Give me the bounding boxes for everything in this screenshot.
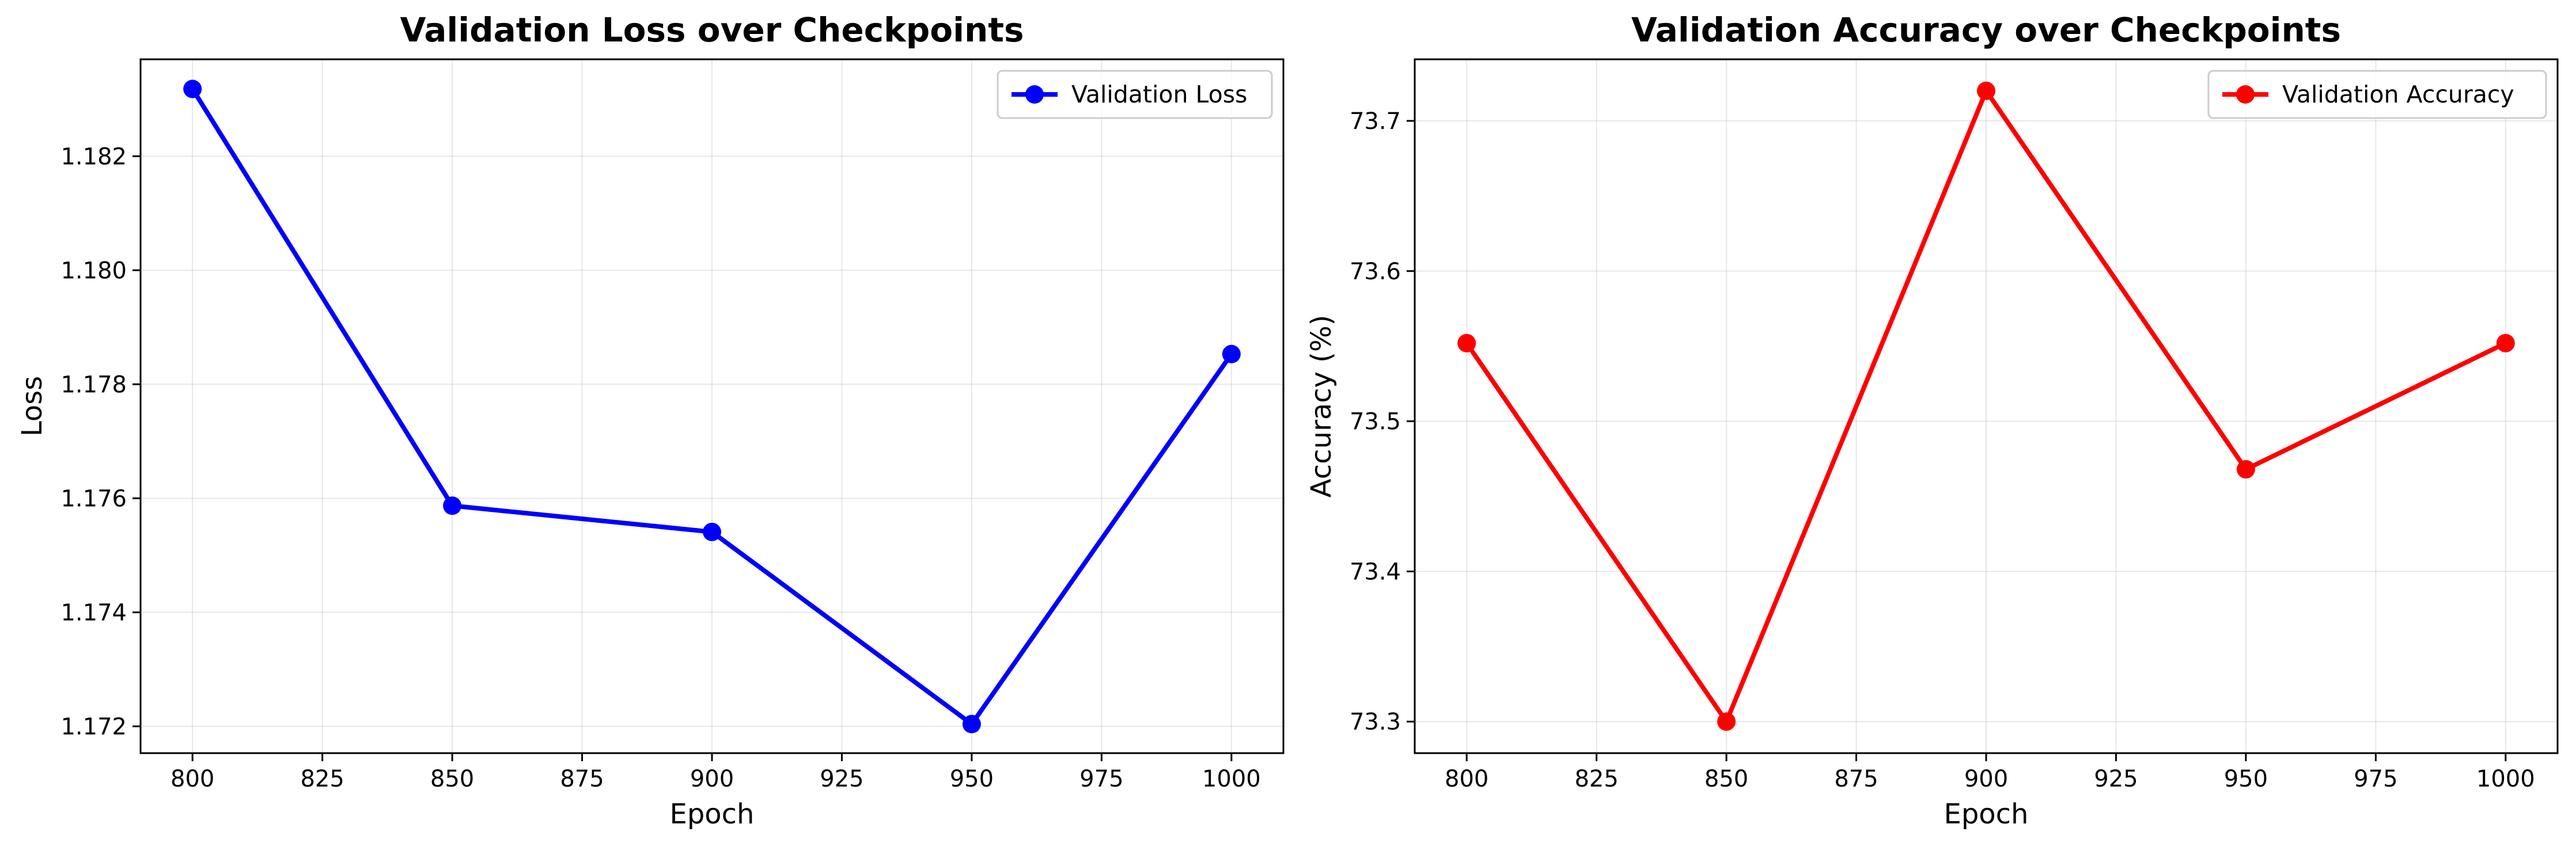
accuracy-chart: 800 825 850 875 900 925 950 975 1000 73.3 73.4 73.5… bbox=[1305, 10, 2559, 830]
accuracy-data-point bbox=[2236, 460, 2255, 479]
loss-legend-label: Validation Loss bbox=[1071, 81, 1247, 108]
accuracy-chart-title: Validation Accuracy over Checkpoints bbox=[1631, 10, 2341, 50]
loss-x-tick-label: 1000 bbox=[1202, 766, 1261, 792]
loss-y-tick-label: 1.174 bbox=[60, 599, 127, 626]
loss-x-axis-label: Epoch bbox=[670, 798, 755, 830]
accuracy-x-tick-label: 850 bbox=[1704, 766, 1748, 792]
accuracy-x-tick-label: 975 bbox=[2354, 766, 2397, 792]
accuracy-data-point bbox=[2496, 333, 2515, 352]
accuracy-legend-label: Validation Accuracy bbox=[2282, 81, 2514, 108]
accuracy-x-tick-label: 900 bbox=[1964, 766, 2008, 792]
loss-axes-frame bbox=[139, 58, 1285, 754]
loss-y-tick-label: 1.176 bbox=[60, 485, 127, 512]
loss-data-point bbox=[183, 79, 202, 98]
loss-x-tick-label: 850 bbox=[430, 766, 474, 792]
accuracy-axes-frame bbox=[1414, 58, 2559, 754]
accuracy-x-tick-label: 950 bbox=[2224, 766, 2268, 792]
accuracy-data-point bbox=[1457, 333, 1476, 352]
loss-x-tick-label: 875 bbox=[560, 766, 604, 792]
loss-data-point bbox=[443, 496, 462, 515]
accuracy-y-tick-label: 73.7 bbox=[1350, 108, 1401, 135]
accuracy-y-tick-label: 73.5 bbox=[1350, 409, 1401, 435]
loss-legend-swatch-marker bbox=[1025, 85, 1044, 104]
loss-x-tick-label: 900 bbox=[690, 766, 734, 792]
loss-x-tick-label: 950 bbox=[950, 766, 994, 792]
loss-legend: Validation Loss bbox=[997, 70, 1273, 119]
loss-y-axis-label: Loss bbox=[16, 376, 48, 436]
loss-y-tick-label: 1.180 bbox=[60, 257, 127, 284]
loss-data-point bbox=[703, 522, 721, 541]
loss-x-tick-label: 825 bbox=[300, 766, 344, 792]
accuracy-x-tick-label: 825 bbox=[1574, 766, 1618, 792]
accuracy-legend-box bbox=[2207, 70, 2547, 119]
loss-chart-title: Validation Loss over Checkpoints bbox=[400, 10, 1024, 50]
loss-x-tick-label: 800 bbox=[171, 766, 214, 792]
loss-x-tick-label: 925 bbox=[820, 766, 863, 792]
loss-x-tick-label: 975 bbox=[1079, 766, 1123, 792]
accuracy-y-tick-label: 73.4 bbox=[1350, 559, 1401, 585]
accuracy-legend: Validation Accuracy bbox=[2207, 70, 2547, 119]
loss-y-tick-label: 1.172 bbox=[60, 713, 127, 740]
accuracy-x-tick-label: 875 bbox=[1834, 766, 1878, 792]
loss-y-tick-label: 1.178 bbox=[60, 371, 127, 398]
loss-plot-area bbox=[141, 59, 1283, 753]
accuracy-x-tick-label: 800 bbox=[1445, 766, 1488, 792]
loss-y-tick-label: 1.182 bbox=[60, 143, 127, 170]
loss-chart: 800 825 850 875 900 925 950 975 1000 1.172 1.174 1.… bbox=[16, 10, 1285, 830]
accuracy-legend-swatch-marker bbox=[2236, 85, 2255, 104]
loss-data-point bbox=[1222, 344, 1241, 363]
accuracy-data-point bbox=[1717, 712, 1736, 731]
loss-legend-box bbox=[997, 70, 1273, 119]
accuracy-y-tick-label: 73.3 bbox=[1350, 709, 1401, 735]
accuracy-plot-area bbox=[1415, 59, 2558, 753]
accuracy-data-point bbox=[1977, 81, 1995, 100]
accuracy-x-tick-label: 1000 bbox=[2476, 766, 2535, 792]
loss-data-point bbox=[962, 715, 981, 734]
accuracy-x-axis-label: Epoch bbox=[1944, 798, 2029, 830]
accuracy-y-axis-label: Accuracy (%) bbox=[1305, 315, 1338, 497]
accuracy-x-tick-label: 925 bbox=[2094, 766, 2138, 792]
accuracy-y-tick-label: 73.6 bbox=[1350, 259, 1401, 285]
